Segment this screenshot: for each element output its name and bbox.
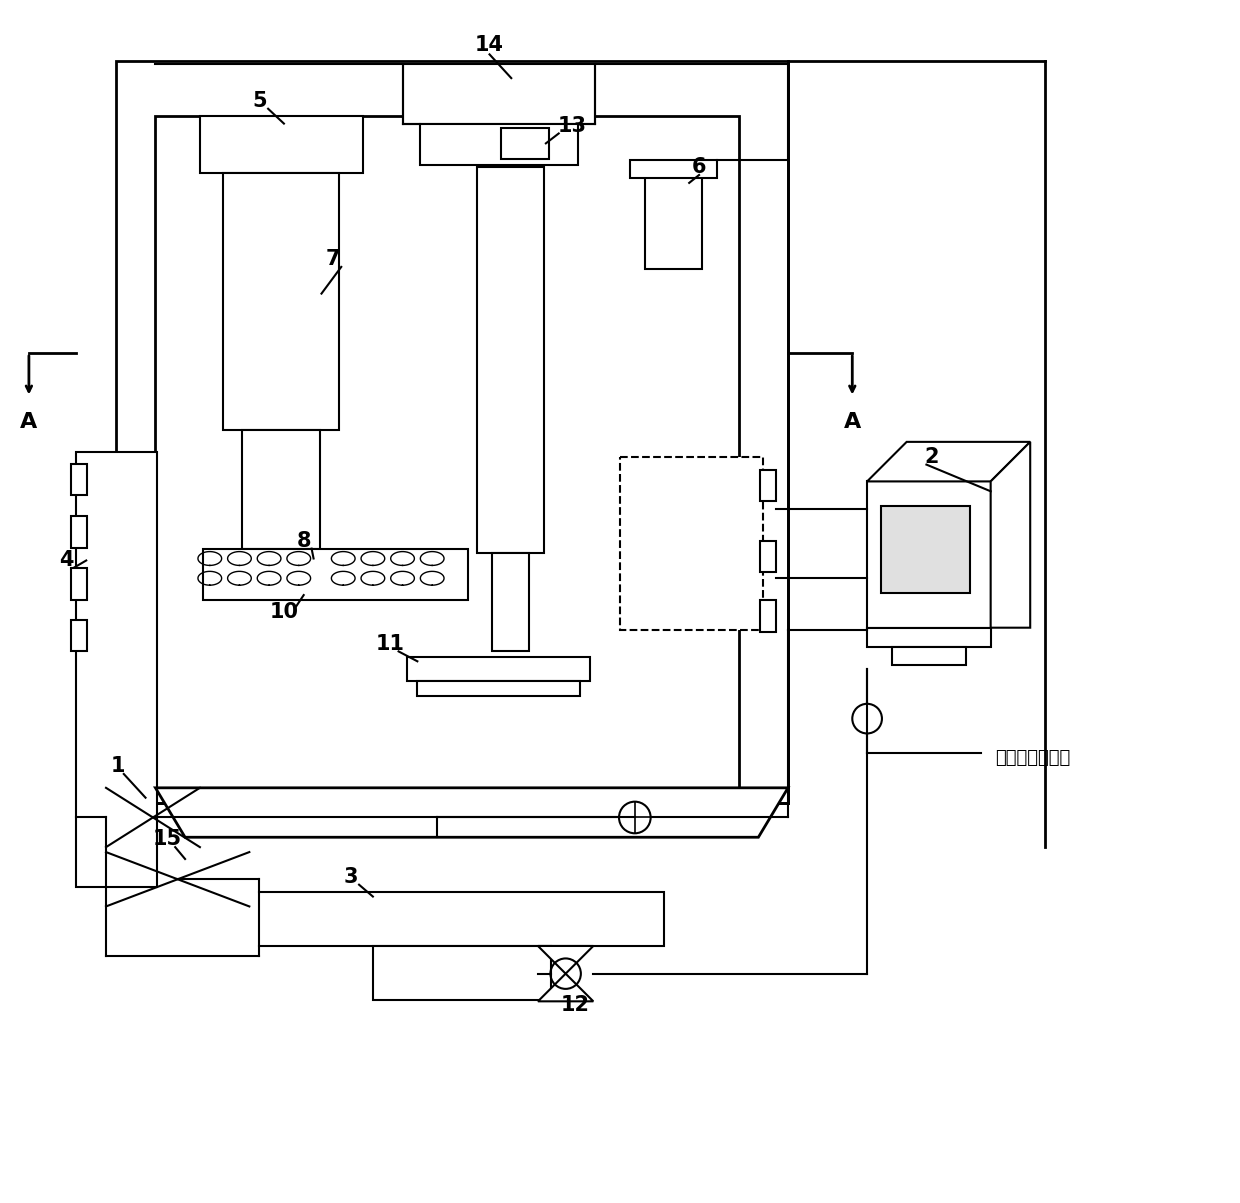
- Polygon shape: [155, 788, 789, 837]
- Bar: [373, 946, 551, 1001]
- Text: 8: 8: [296, 531, 311, 551]
- Bar: [72, 463, 87, 496]
- Bar: [880, 506, 970, 593]
- Polygon shape: [991, 442, 1030, 628]
- Text: 13: 13: [558, 115, 587, 136]
- Text: 10: 10: [269, 602, 299, 622]
- Bar: [645, 165, 702, 269]
- Text: A: A: [843, 413, 861, 432]
- Bar: [72, 568, 87, 600]
- Text: 3: 3: [343, 867, 358, 887]
- Bar: [200, 115, 363, 173]
- Bar: [72, 516, 87, 547]
- Bar: [476, 167, 544, 552]
- Bar: [760, 469, 776, 502]
- Polygon shape: [538, 973, 593, 1001]
- Bar: [620, 457, 764, 629]
- Text: 7: 7: [326, 249, 341, 269]
- Text: 4: 4: [60, 551, 73, 570]
- Bar: [408, 657, 590, 681]
- Text: 15: 15: [153, 829, 182, 849]
- Text: 环境温度传感器: 环境温度传感器: [996, 749, 1071, 768]
- Text: 12: 12: [560, 995, 590, 1015]
- Text: 2: 2: [924, 446, 939, 467]
- Bar: [760, 600, 776, 632]
- Bar: [223, 173, 340, 429]
- Bar: [203, 549, 467, 600]
- Bar: [630, 160, 717, 178]
- Text: 6: 6: [692, 158, 707, 177]
- Bar: [867, 481, 991, 628]
- Text: 11: 11: [376, 634, 405, 654]
- Bar: [892, 647, 966, 665]
- Polygon shape: [538, 946, 593, 973]
- Bar: [242, 429, 320, 549]
- Bar: [77, 452, 157, 887]
- Polygon shape: [867, 442, 1030, 481]
- Text: 5: 5: [252, 91, 267, 111]
- Bar: [418, 681, 580, 695]
- Bar: [491, 552, 529, 651]
- Bar: [115, 61, 789, 802]
- Bar: [403, 64, 595, 124]
- Bar: [760, 540, 776, 573]
- Bar: [72, 620, 87, 651]
- Text: 1: 1: [110, 755, 125, 776]
- Bar: [155, 115, 739, 788]
- Bar: [420, 124, 579, 165]
- Text: A: A: [20, 413, 37, 432]
- Bar: [259, 891, 665, 946]
- Bar: [867, 628, 991, 647]
- Bar: [501, 128, 549, 159]
- Text: 14: 14: [475, 35, 503, 54]
